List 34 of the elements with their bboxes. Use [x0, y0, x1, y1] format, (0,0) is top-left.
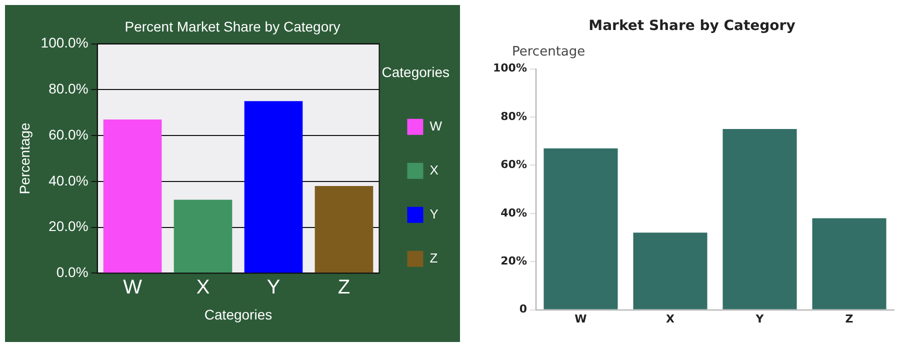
y-tick-label: 100%	[493, 62, 527, 75]
y-tick-label: 20%	[500, 254, 527, 268]
y-tick-label: 20.0%	[48, 218, 88, 234]
y-tick-label: 0	[519, 302, 528, 316]
y-tick-label: 0.0%	[56, 264, 88, 280]
y-tick-label: 100.0%	[40, 34, 88, 51]
legend-title: Categories	[382, 64, 450, 80]
x-tick-label: X	[196, 276, 210, 299]
y-tick-label: 40%	[500, 206, 527, 220]
legend-label: X	[430, 162, 439, 178]
x-tick-label: W	[123, 276, 142, 299]
bar	[544, 148, 618, 310]
legend-label: Z	[430, 250, 438, 266]
y-axis-title: Percentage	[512, 44, 586, 60]
y-axis-title: Percentage	[16, 122, 32, 194]
x-tick-label: W	[574, 312, 587, 326]
y-tick-label: 80%	[500, 110, 527, 123]
x-tick-label: Y	[266, 276, 280, 299]
bar	[722, 129, 797, 310]
x-tick-label: Z	[338, 276, 350, 299]
x-axis-title: Categories	[204, 306, 272, 322]
y-tick-label: 40.0%	[48, 172, 88, 188]
y-tick-label: 60.0%	[48, 126, 88, 142]
bar	[812, 218, 886, 310]
x-tick-label: Z	[845, 312, 854, 326]
bar	[633, 232, 708, 310]
chart-title: Percent Market Share by Category	[124, 18, 340, 34]
legend-label: W	[430, 118, 443, 134]
y-tick-label: 80.0%	[48, 80, 88, 97]
x-tick-label: Y	[754, 312, 765, 326]
x-tick-label: X	[666, 312, 675, 326]
y-tick-label: 60%	[500, 158, 527, 172]
chart-title: Market Share by Category	[588, 18, 796, 34]
legend-label: Y	[430, 206, 439, 222]
